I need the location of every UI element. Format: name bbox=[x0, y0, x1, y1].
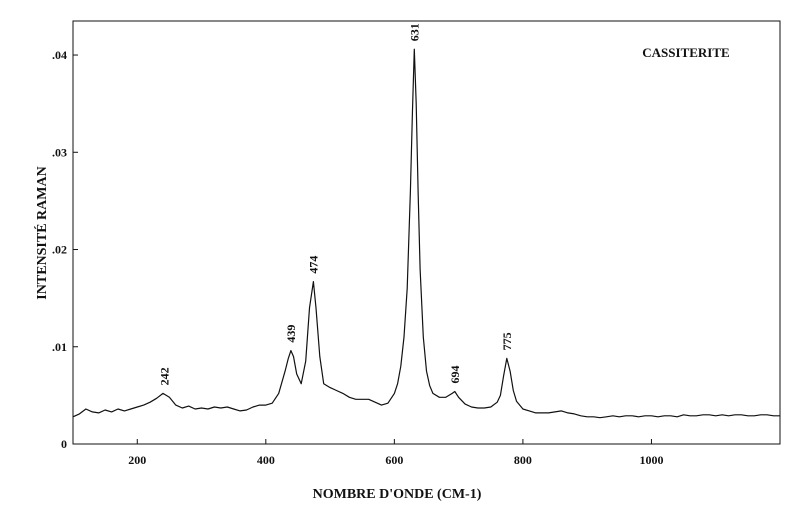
x-axis-ticks: 200 400 600 800 1000 bbox=[128, 439, 663, 467]
y-axis-ticks: 0 .01 .02 .03 .04 bbox=[52, 48, 78, 451]
peak-label: 694 bbox=[448, 366, 462, 384]
peak-label: 631 bbox=[407, 23, 421, 41]
x-tick-label: 600 bbox=[385, 453, 403, 467]
y-tick-label: .03 bbox=[52, 145, 67, 159]
y-tick-label: .02 bbox=[52, 243, 67, 257]
spectrum-line bbox=[72, 48, 780, 419]
peak-label: 775 bbox=[500, 332, 514, 350]
x-axis-label: NOMBRE D'ONDE (CM-1) bbox=[313, 487, 482, 502]
x-tick-label: 400 bbox=[257, 453, 275, 467]
peak-label: 242 bbox=[157, 367, 171, 385]
x-tick-label: 200 bbox=[128, 453, 146, 467]
peak-label: 474 bbox=[306, 256, 320, 274]
y-axis-label: INTENSITÉ RAMAN bbox=[33, 166, 50, 299]
y-tick-label: .01 bbox=[52, 340, 67, 354]
y-tick-label: 0 bbox=[61, 437, 67, 451]
chart-title: CASSITERITE bbox=[642, 45, 729, 60]
peak-labels: 242 439 474 631 694 775 bbox=[157, 23, 514, 385]
x-tick-label: 800 bbox=[514, 453, 532, 467]
peak-label: 439 bbox=[284, 325, 298, 343]
y-tick-label: .04 bbox=[52, 48, 67, 62]
x-tick-label: 1000 bbox=[639, 453, 663, 467]
plot-frame bbox=[72, 20, 781, 445]
